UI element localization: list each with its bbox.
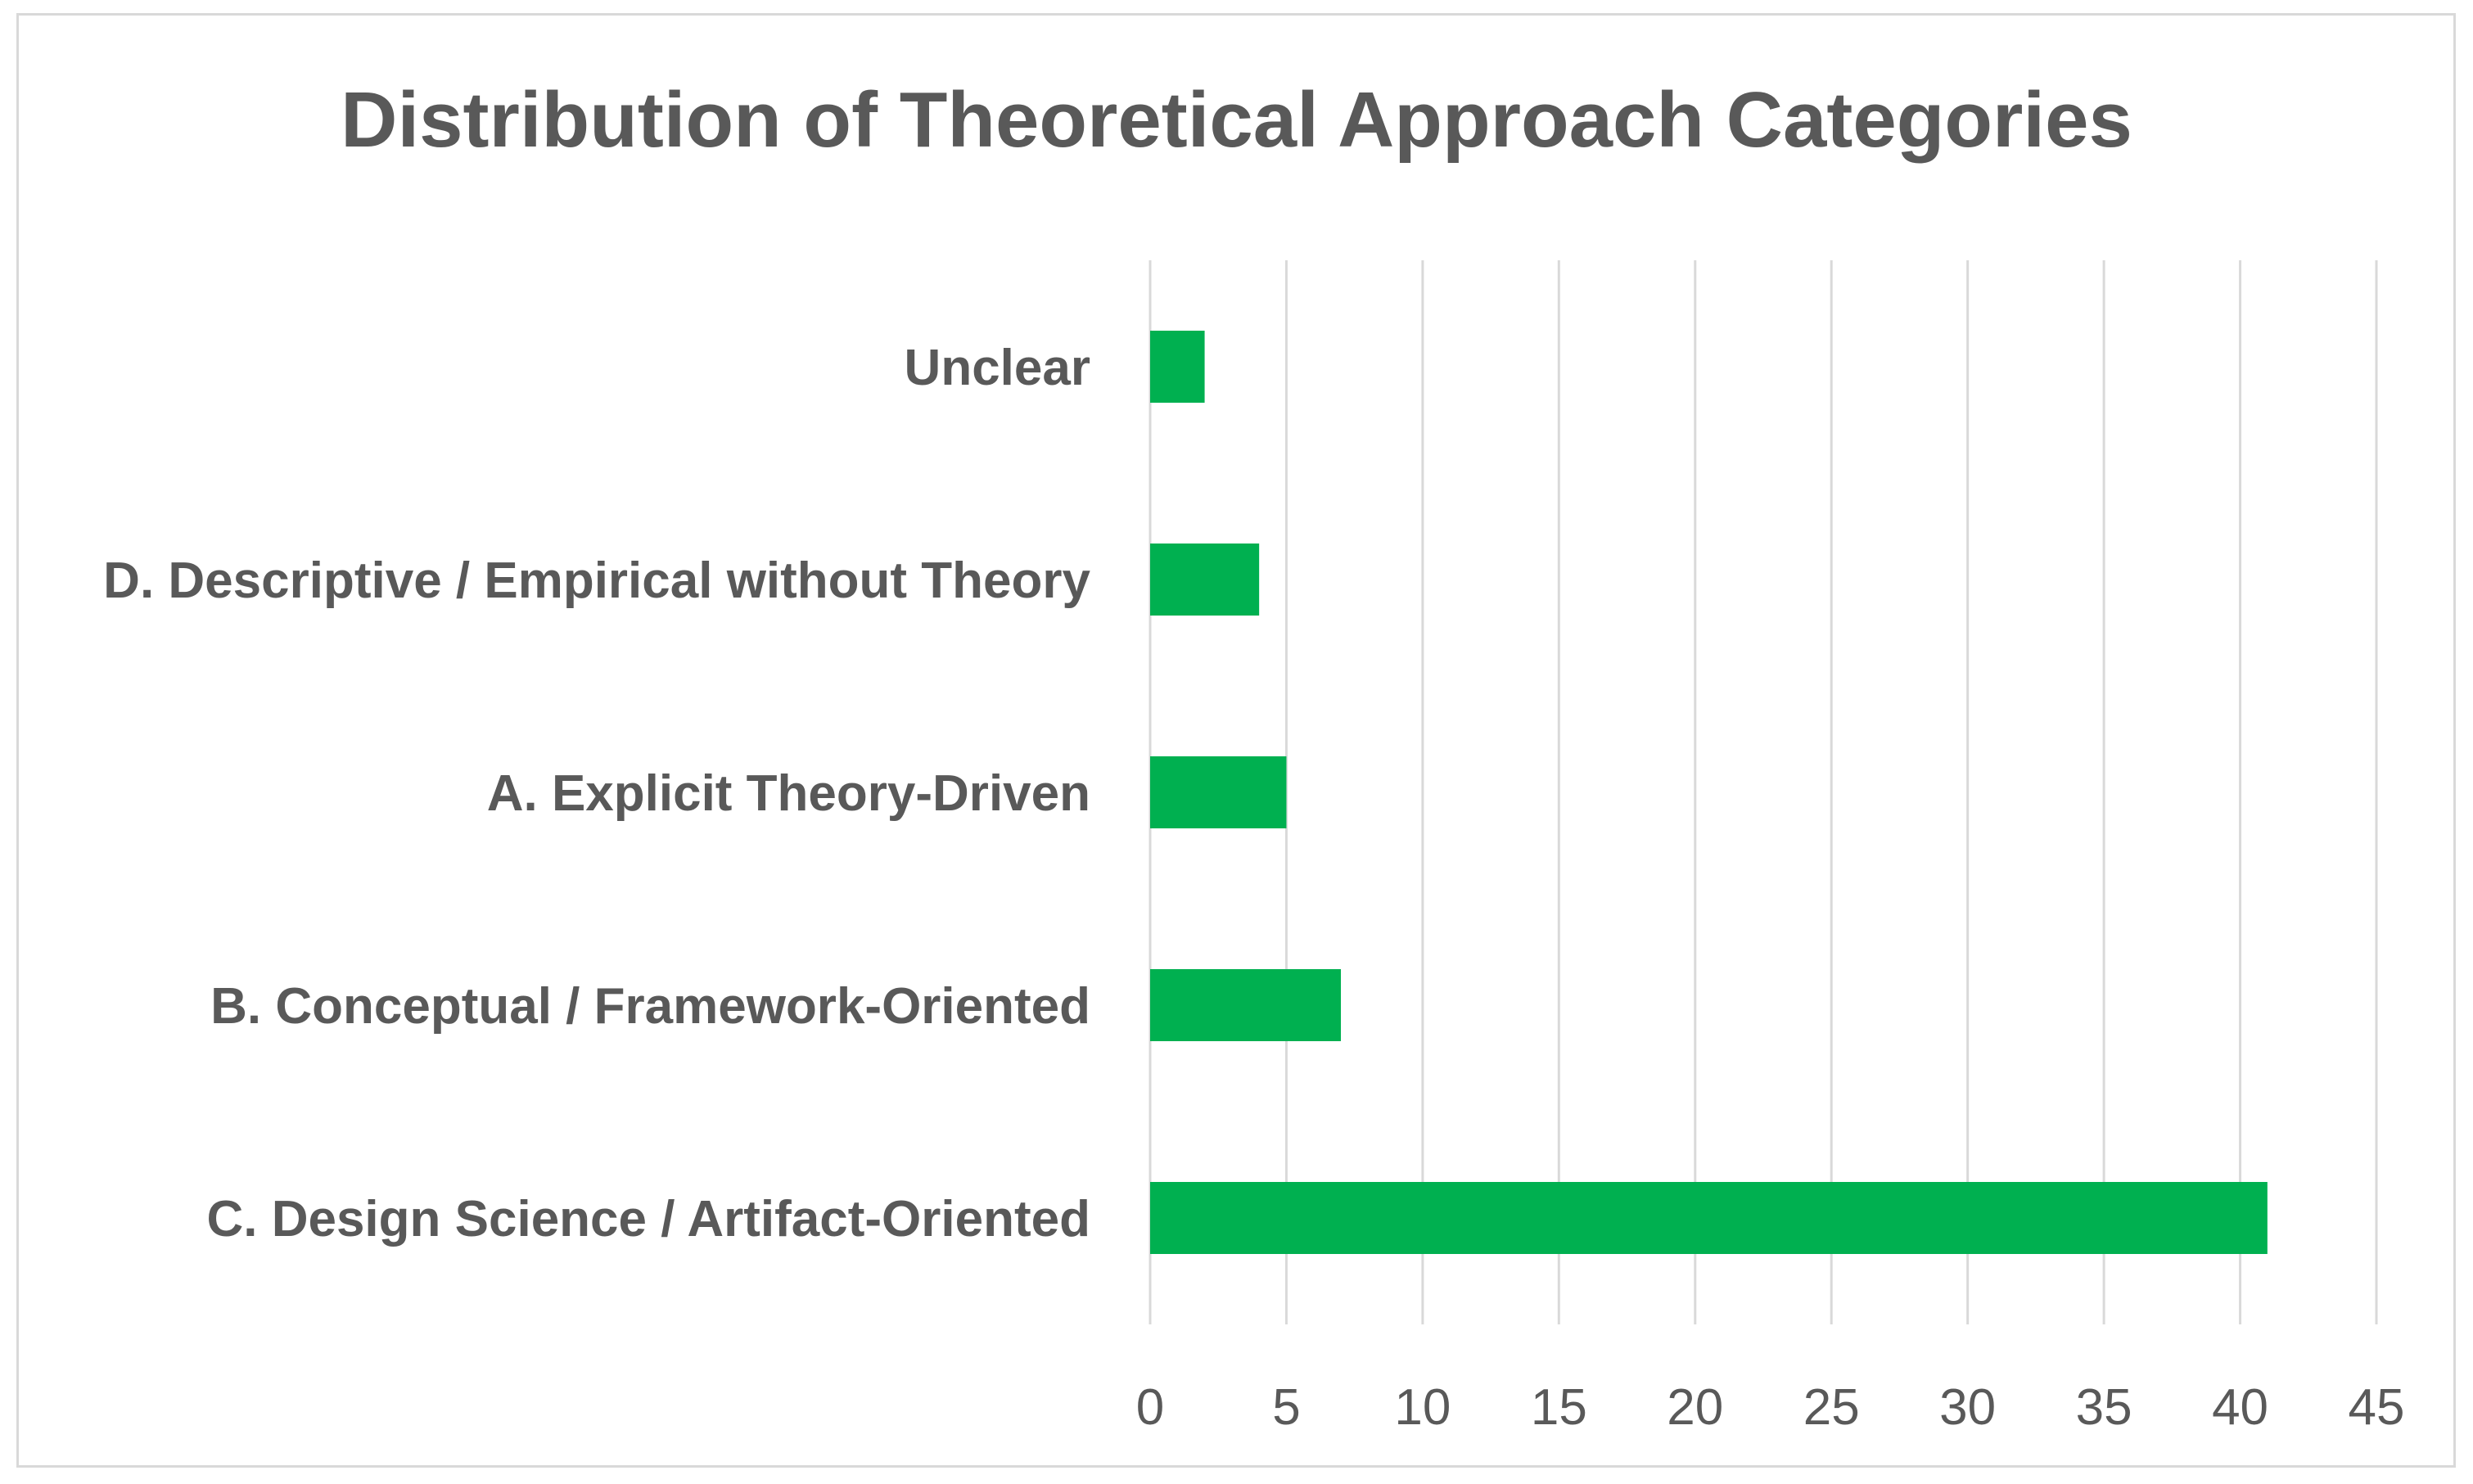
category-label: D. Descriptive / Empirical without Theor…	[103, 553, 1090, 609]
bar	[1150, 1182, 2268, 1254]
x-tick-label: 40	[2212, 1379, 2268, 1436]
x-tick-label: 25	[1803, 1379, 1860, 1436]
bar	[1150, 544, 1260, 616]
x-tick-label: 20	[1667, 1379, 1723, 1436]
category-label: Unclear	[905, 340, 1090, 396]
category-label: C. Design Science / Artifact-Oriented	[206, 1191, 1090, 1247]
bar	[1150, 756, 1287, 828]
category-labels: Unclear D. Descriptive / Empirical withou…	[103, 340, 1090, 1247]
x-tick-label: 10	[1394, 1379, 1451, 1436]
x-tick-label: 30	[1939, 1379, 1996, 1436]
x-tick-label: 15	[1531, 1379, 1587, 1436]
x-tick-label: 45	[2349, 1379, 2405, 1436]
bar	[1150, 331, 1205, 403]
x-tick-label: 0	[1136, 1379, 1164, 1436]
x-axis-tick-labels: 0 5 10 15 20 25 30 35 40 45	[1136, 1379, 2405, 1436]
gridlines	[1149, 260, 2378, 1324]
x-tick-label: 5	[1272, 1379, 1300, 1436]
bars	[1150, 331, 2268, 1254]
chart-title: Distribution of Theoretical Approach Cat…	[341, 76, 2132, 164]
bar	[1150, 969, 1342, 1041]
x-tick-label: 35	[2076, 1379, 2132, 1436]
category-label: B. Conceptual / Framework-Oriented	[210, 978, 1090, 1035]
category-label: A. Explicit Theory-Driven	[487, 765, 1090, 822]
